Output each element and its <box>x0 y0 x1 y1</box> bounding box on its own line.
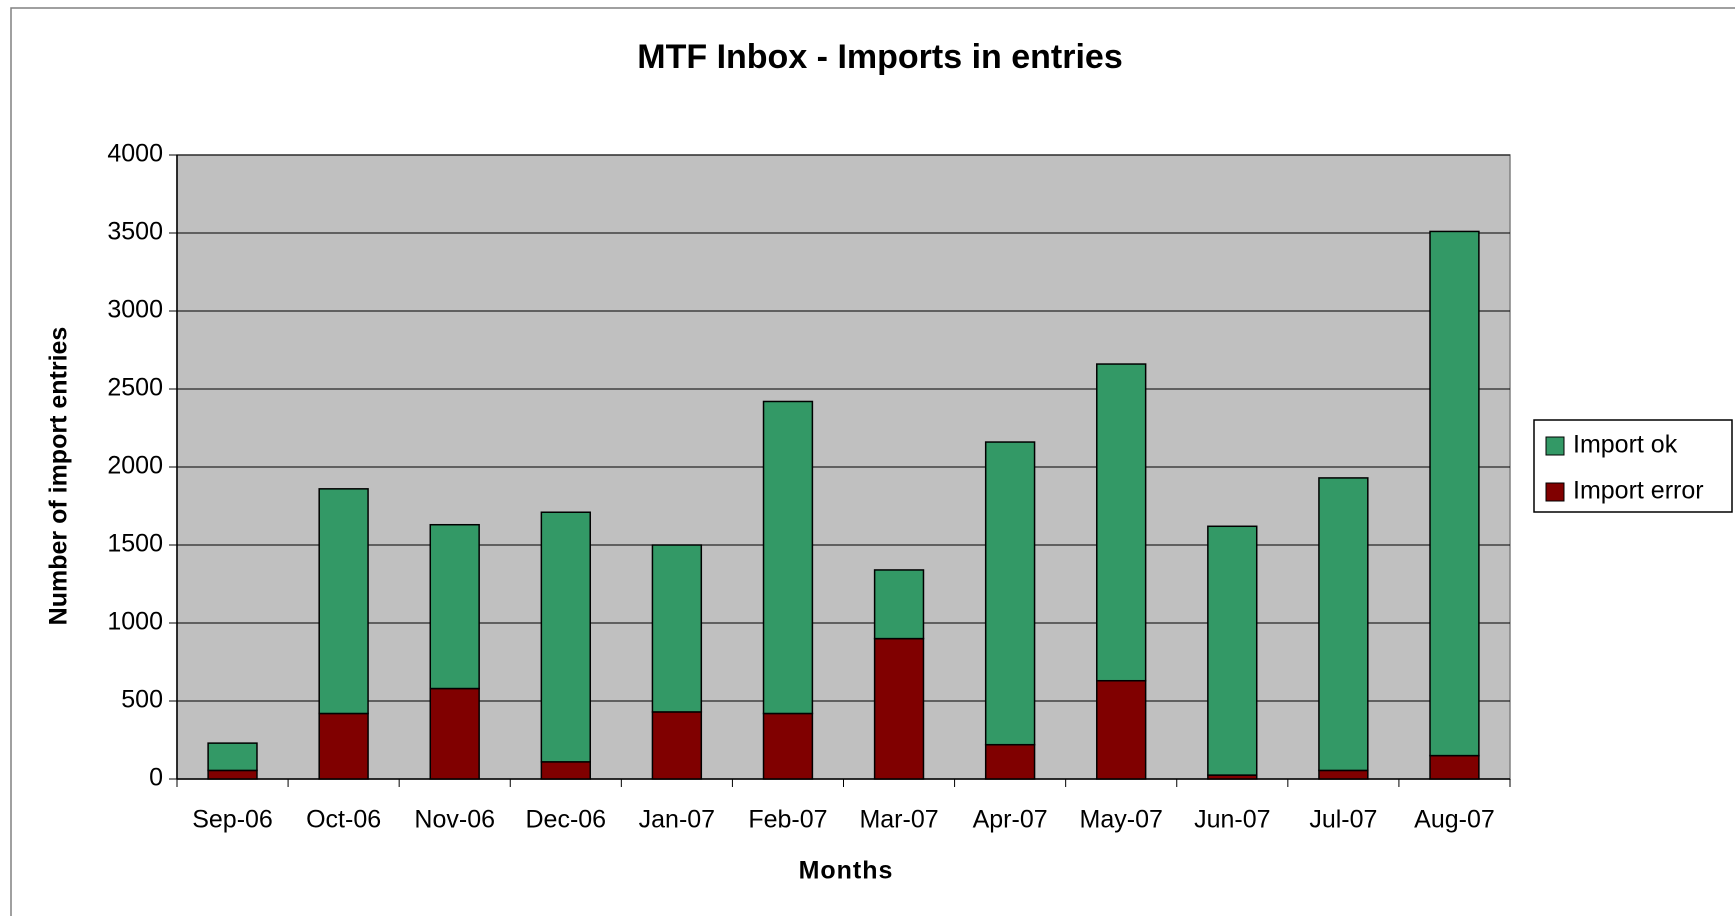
bar-segment <box>873 637 925 780</box>
bar-segment <box>762 712 814 780</box>
y-tick-label: 1000 <box>107 608 163 636</box>
y-tick-label: 500 <box>121 686 163 714</box>
bar-segment <box>651 711 703 780</box>
y-tick-label: 2500 <box>107 374 163 402</box>
bar-segment <box>873 569 925 640</box>
bar-segment <box>1429 754 1480 780</box>
x-tick-label: Mar-07 <box>859 806 938 834</box>
y-tick-label: 1500 <box>107 530 163 558</box>
x-tick-label: Sep-06 <box>192 806 273 834</box>
legend-swatch <box>1545 436 1565 456</box>
bar-segment <box>984 441 1036 746</box>
y-tick-label: 2000 <box>107 452 163 480</box>
bar-segment <box>1096 679 1147 780</box>
bar-segment <box>1318 769 1369 780</box>
y-tick-label: 3500 <box>107 218 163 246</box>
bar-segment <box>1096 363 1147 682</box>
bar-segment <box>1207 525 1258 776</box>
bar-segment <box>540 511 591 763</box>
bar-segment <box>207 769 258 780</box>
y-tick-label: 3000 <box>107 296 163 324</box>
legend-box <box>1533 419 1733 513</box>
bar-segment <box>651 544 703 713</box>
x-tick-label: Jun-07 <box>1194 806 1270 834</box>
bar-segment <box>429 523 480 690</box>
x-tick-label: Dec-06 <box>525 806 606 834</box>
x-tick-label: Oct-06 <box>306 806 381 834</box>
bar-segment <box>318 488 369 715</box>
x-tick-label: Apr-07 <box>973 806 1048 834</box>
chart-title: MTF Inbox - Imports in entries <box>637 38 1122 76</box>
bar-segment <box>762 400 814 715</box>
x-tick-label: Nov-06 <box>414 806 495 834</box>
legend-label: Import ok <box>1573 431 1678 459</box>
bar-segment <box>318 712 369 780</box>
bar-segment <box>984 743 1036 780</box>
x-tick-label: Jul-07 <box>1309 806 1377 834</box>
x-tick-label: Jan-07 <box>639 806 715 834</box>
bar-segment <box>540 761 591 780</box>
x-tick-label: Feb-07 <box>748 806 827 834</box>
y-tick-label: 4000 <box>107 140 163 168</box>
legend-label: Import error <box>1573 477 1704 505</box>
x-axis-label: Months <box>799 857 894 885</box>
bar-segment <box>1318 477 1369 772</box>
x-tick-label: Aug-07 <box>1414 806 1495 834</box>
y-tick-label: 0 <box>149 764 163 792</box>
x-tick-label: May-07 <box>1080 806 1163 834</box>
bar-segment <box>1429 230 1480 757</box>
bar-segment <box>429 687 480 780</box>
y-axis-label: Number of import entries <box>45 327 73 626</box>
bar-segment <box>207 742 258 772</box>
legend-swatch <box>1545 482 1565 502</box>
